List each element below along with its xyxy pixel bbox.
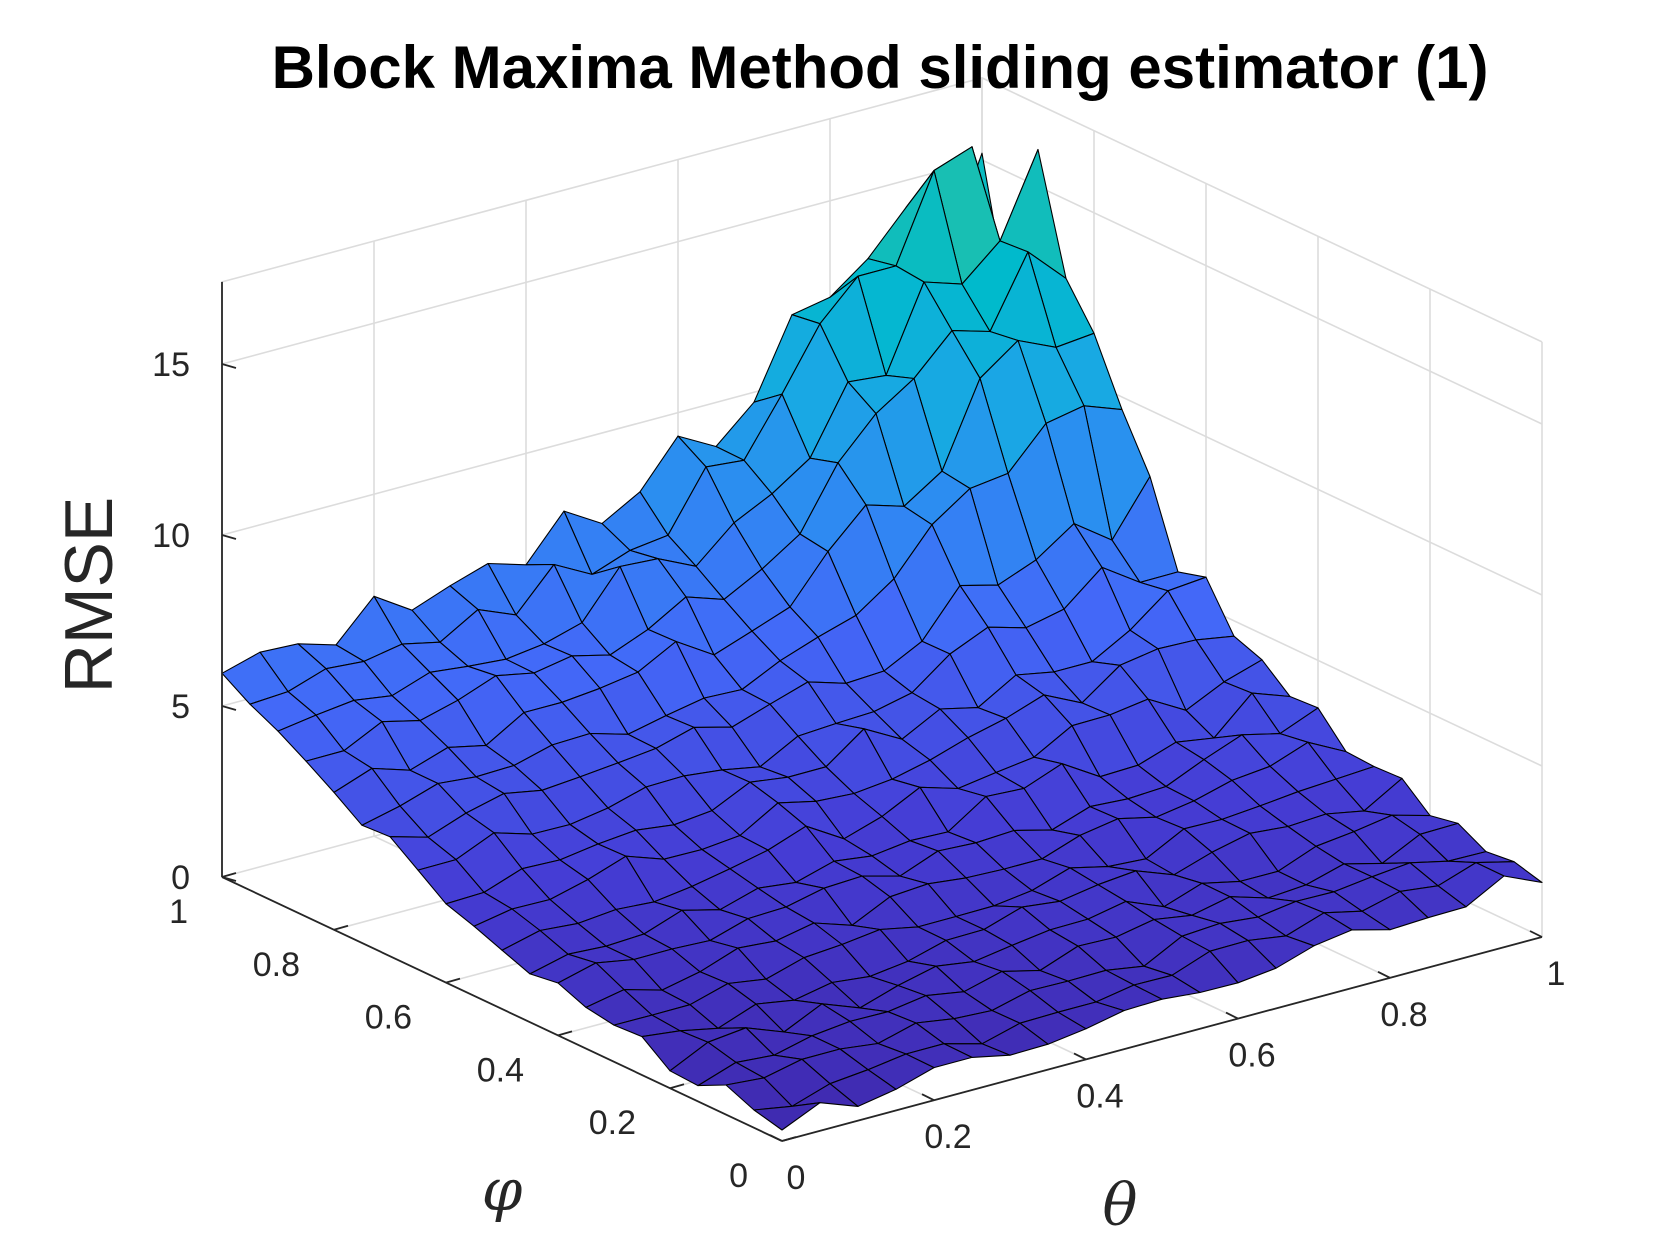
y-axis-label: φ [482, 1156, 523, 1224]
theta-tick-label: 0.2 [924, 1118, 971, 1156]
x-axis-label: θ [1103, 1171, 1138, 1239]
theta-tick-label: 0.8 [1380, 996, 1427, 1034]
theta-tick [921, 1093, 935, 1102]
phi-tick [221, 872, 237, 878]
z-tick-label: 15 [152, 346, 190, 384]
z-tick [221, 876, 237, 882]
surface-patch [753, 1102, 821, 1131]
z-tick [221, 534, 237, 540]
phi-tick-label: 1 [169, 893, 188, 931]
phi-tick-label: 0.8 [253, 946, 300, 984]
chart-title: Block Maxima Method sliding estimator (1… [272, 34, 1489, 101]
phi-tick-label: 0.2 [589, 1104, 636, 1142]
box-top-edge [221, 77, 1543, 343]
theta-axis-line [781, 936, 1543, 1142]
theta-tick [769, 1134, 783, 1142]
z-tick-label: 10 [152, 517, 190, 555]
phi-tick-label: 0.6 [365, 999, 412, 1037]
theta-tick [1225, 1011, 1239, 1020]
theta-tick-label: 0.4 [1076, 1077, 1123, 1115]
theta-tick [1073, 1052, 1087, 1061]
phi-tick [333, 924, 349, 931]
theta-tick [1529, 930, 1543, 938]
phi-tick-label: 0 [729, 1157, 748, 1195]
z-tick-label: 5 [171, 688, 190, 726]
axis-lines [221, 281, 1543, 1142]
phi-tick [669, 1083, 685, 1090]
z-tick [221, 363, 237, 369]
phi-tick [445, 977, 461, 984]
theta-tick [1377, 970, 1391, 979]
phi-tick [557, 1030, 573, 1037]
z-tick [221, 705, 237, 711]
phi-axis-line [221, 876, 783, 1142]
z-tick-label: 0 [171, 859, 190, 897]
phi-tick [781, 1136, 797, 1142]
surface-mesh [221, 146, 1543, 1131]
phi-tick-label: 0.4 [477, 1051, 524, 1089]
z-axis-label: RMSE [51, 497, 127, 693]
theta-tick-label: 0 [787, 1159, 806, 1197]
theta-tick-label: 1 [1547, 955, 1566, 993]
theta-tick-label: 0.6 [1228, 1037, 1275, 1075]
